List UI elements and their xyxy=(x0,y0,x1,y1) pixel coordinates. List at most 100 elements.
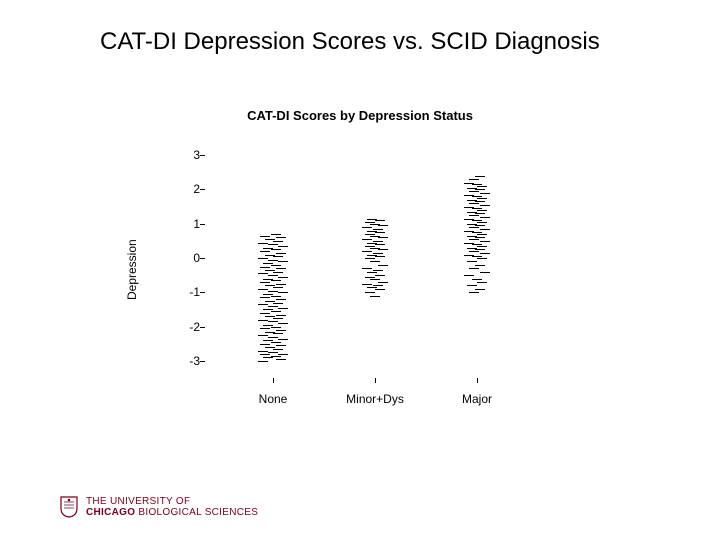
data-point xyxy=(370,261,380,262)
data-point xyxy=(373,229,383,230)
data-point xyxy=(469,215,479,216)
data-point xyxy=(260,267,270,268)
data-point xyxy=(263,294,273,295)
data-point xyxy=(258,320,268,321)
data-point xyxy=(467,236,477,237)
data-point xyxy=(260,251,270,252)
data-point xyxy=(375,275,385,276)
data-point xyxy=(464,231,474,232)
data-point xyxy=(469,203,479,204)
footer-branding: THE UNIVERSITY OF CHICAGO BIOLOGICAL SCI… xyxy=(60,496,258,518)
data-point xyxy=(475,176,485,177)
data-point xyxy=(271,280,281,281)
data-point xyxy=(278,292,288,293)
data-point xyxy=(276,268,286,269)
data-point xyxy=(472,279,482,280)
data-point xyxy=(370,248,380,249)
data-point xyxy=(480,272,490,273)
data-point xyxy=(273,241,283,242)
data-point xyxy=(367,255,377,256)
data-point xyxy=(464,255,474,256)
data-point xyxy=(467,224,477,225)
data-point xyxy=(467,248,477,249)
y-tick-label: 0 xyxy=(170,251,200,265)
data-point xyxy=(475,265,485,266)
university-crest-icon xyxy=(60,496,78,518)
data-point xyxy=(362,284,372,285)
data-point xyxy=(362,239,372,240)
data-point xyxy=(378,237,388,238)
data-point xyxy=(375,289,385,290)
data-point xyxy=(469,239,479,240)
data-point xyxy=(480,217,490,218)
data-point xyxy=(365,222,375,223)
y-tick-label: -3 xyxy=(170,354,200,368)
data-point xyxy=(260,297,270,298)
data-point xyxy=(278,277,288,278)
data-point xyxy=(469,292,479,293)
data-point xyxy=(370,224,380,225)
footer-line2: CHICAGO BIOLOGICAL SCIENCES xyxy=(86,507,258,518)
data-point xyxy=(367,272,377,273)
data-point xyxy=(367,219,377,220)
data-point xyxy=(276,330,286,331)
data-point xyxy=(268,291,278,292)
data-point xyxy=(268,306,278,307)
data-point xyxy=(276,284,286,285)
data-point xyxy=(469,191,479,192)
data-point xyxy=(464,183,474,184)
data-point xyxy=(467,212,477,213)
x-tick-label: Minor+Dys xyxy=(346,392,404,406)
data-point xyxy=(263,248,273,249)
data-point xyxy=(375,244,385,245)
y-tick-label: 3 xyxy=(170,148,200,162)
data-point xyxy=(464,219,474,220)
y-axis-title: Depression xyxy=(125,239,139,300)
data-point xyxy=(265,239,275,240)
data-point xyxy=(258,361,268,362)
data-point xyxy=(278,308,288,309)
data-point xyxy=(475,201,485,202)
data-point xyxy=(480,253,490,254)
data-point xyxy=(271,249,281,250)
data-point xyxy=(278,261,288,262)
data-point xyxy=(467,261,477,262)
data-point xyxy=(477,246,487,247)
data-point xyxy=(365,246,375,247)
x-tick-label: None xyxy=(259,392,288,406)
data-point xyxy=(260,236,270,237)
data-point xyxy=(260,328,270,329)
data-point xyxy=(373,253,383,254)
data-point xyxy=(260,354,270,355)
data-point xyxy=(263,263,273,264)
footer-strong: CHICAGO xyxy=(86,507,135,518)
data-point xyxy=(472,196,482,197)
data-point xyxy=(276,359,286,360)
data-point xyxy=(362,251,372,252)
data-point xyxy=(265,316,275,317)
data-point xyxy=(268,352,278,353)
data-point xyxy=(362,268,372,269)
data-point xyxy=(265,285,275,286)
data-point xyxy=(265,347,275,348)
data-point xyxy=(378,249,388,250)
y-axis: -3-2-10123 xyxy=(170,138,200,378)
data-point xyxy=(472,256,482,257)
data-point xyxy=(258,289,268,290)
data-point xyxy=(480,241,490,242)
data-point xyxy=(477,222,487,223)
y-tick-mark xyxy=(200,361,205,362)
chart-title: CAT-DI Scores by Depression Status xyxy=(0,108,720,123)
data-point xyxy=(469,268,479,269)
data-point xyxy=(365,234,375,235)
y-tick-mark xyxy=(200,224,205,225)
data-point xyxy=(265,301,275,302)
data-point xyxy=(258,273,268,274)
data-point xyxy=(370,279,380,280)
data-point xyxy=(475,237,485,238)
data-point xyxy=(278,339,288,340)
data-point xyxy=(273,349,283,350)
data-point xyxy=(278,354,288,355)
data-point xyxy=(467,200,477,201)
data-point xyxy=(375,256,385,257)
